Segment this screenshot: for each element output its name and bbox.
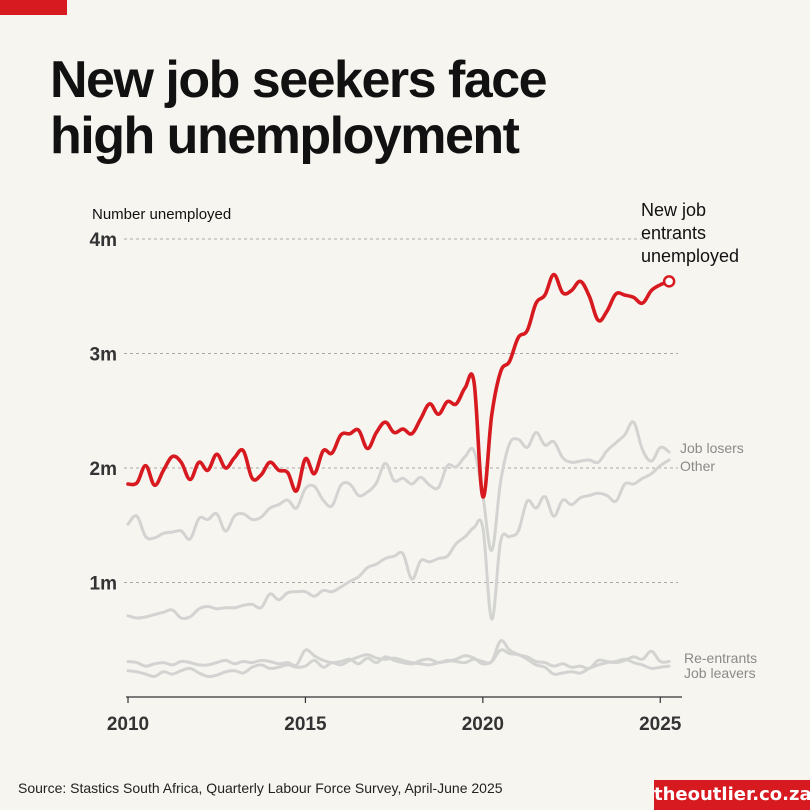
series-label-new-job-entrants-unemployed: unemployed xyxy=(641,246,739,266)
brand-accent-bar xyxy=(0,0,67,15)
series-label-job-leavers: Job leavers xyxy=(684,665,756,681)
y-axis-label: Number unemployed xyxy=(92,206,231,223)
series-line-new-job-entrants-unemployed xyxy=(126,272,671,499)
y-tick-label: 2m xyxy=(90,459,117,480)
series-end-marker xyxy=(662,275,676,288)
y-tick-label: 4m xyxy=(90,230,117,251)
x-tick-label: 2020 xyxy=(462,714,504,735)
x-tick-label: 2025 xyxy=(639,714,682,735)
series-label-other: Other xyxy=(680,458,715,474)
y-tick-label: 1m xyxy=(90,574,117,595)
series-lines xyxy=(126,272,676,679)
x-axis-ticks: 2010 2015 2020 2025 xyxy=(107,696,682,735)
source-note: Source: Stastics South Africa, Quarterly… xyxy=(18,780,503,796)
series-label-new-job-entrants-unemployed: New job xyxy=(641,200,706,220)
series-label-new-job-entrants-unemployed: entrants xyxy=(641,223,706,243)
series-line-other xyxy=(126,458,671,621)
series-labels: New job entrants unemployed Job losers Other… xyxy=(641,200,757,681)
x-tick-label: 2010 xyxy=(107,714,149,735)
y-tick-label: 3m xyxy=(90,345,117,366)
series-label-re-entrants: Re-entrants xyxy=(684,650,757,666)
grid-lines xyxy=(124,238,678,583)
series-line-re-entrants xyxy=(126,639,671,671)
brand-logo[interactable]: theoutlier.co.za xyxy=(654,780,810,810)
series-line-job-leavers xyxy=(126,648,671,679)
x-tick-label: 2015 xyxy=(284,714,327,735)
series-line-job-losers xyxy=(126,420,671,552)
y-axis-ticks: 1m 2m 3m 4m xyxy=(90,230,117,595)
series-label-job-losers: Job losers xyxy=(680,440,744,456)
chart-title: New job seekers face high unemployment xyxy=(50,51,548,165)
